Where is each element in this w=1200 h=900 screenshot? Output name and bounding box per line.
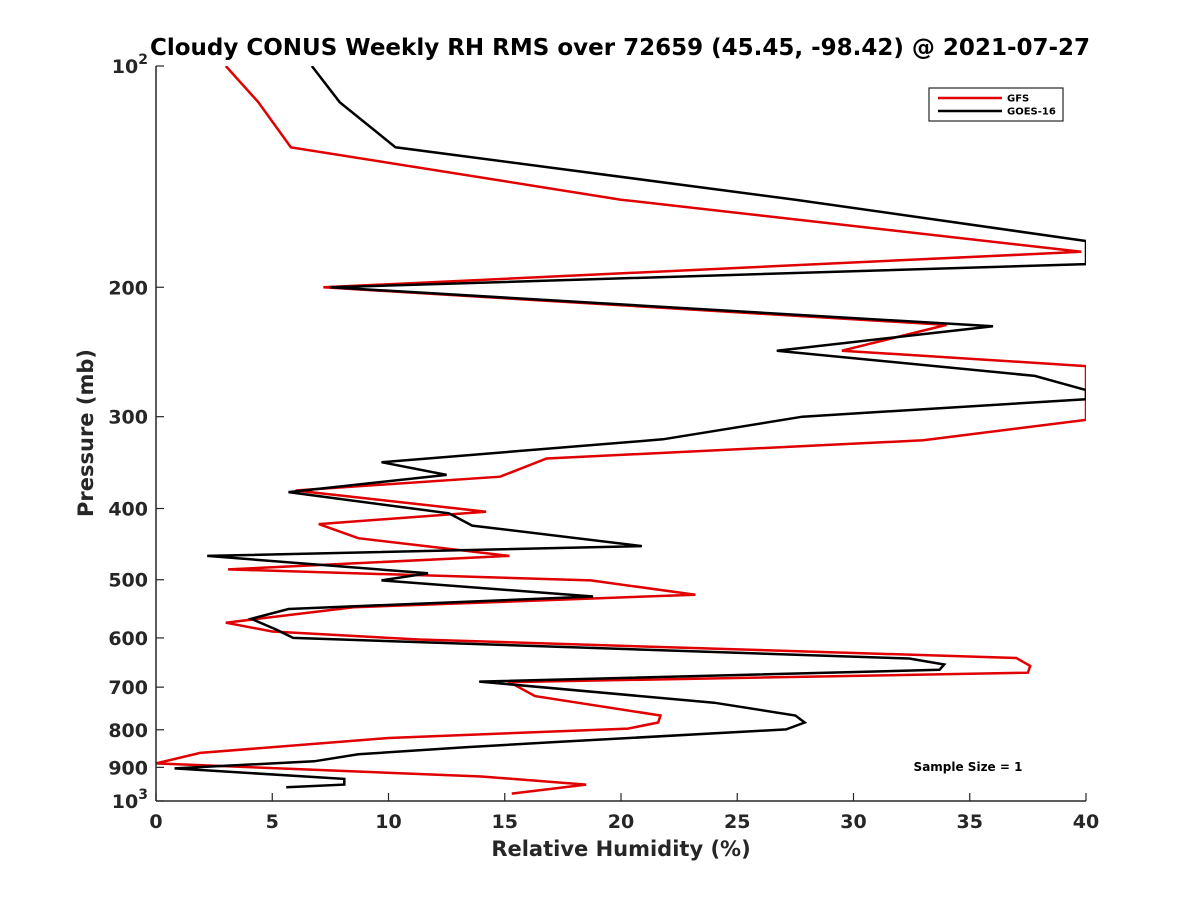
y-tick-label: 200 bbox=[108, 277, 148, 299]
x-ticks: 0 5 10 15 20 25 30 35 40 bbox=[149, 793, 1099, 833]
plot-area: 0 5 10 15 20 25 30 35 40 102 200 300 400 500 600 700 80… bbox=[108, 52, 1099, 833]
y-tick-label: 900 bbox=[108, 757, 148, 779]
y-tick-label: 102 bbox=[112, 52, 148, 78]
chart-title: Cloudy CONUS Weekly RH RMS over 72659 (4… bbox=[150, 35, 1090, 61]
legend: GFS GOES-16 bbox=[928, 87, 1064, 122]
y-tick-label: 700 bbox=[108, 677, 148, 699]
y-tick-label: 103 bbox=[112, 787, 148, 813]
x-tick-label: 35 bbox=[957, 811, 983, 833]
legend-label-goes16: GOES-16 bbox=[1007, 107, 1056, 118]
sample-size-annotation: Sample Size = 1 bbox=[914, 760, 1023, 774]
y-tick-label: 800 bbox=[108, 720, 148, 742]
y-axis-label: Pressure (mb) bbox=[74, 349, 98, 517]
legend-label-gfs: GFS bbox=[1007, 94, 1029, 105]
series-line-goes16 bbox=[174, 66, 1086, 789]
x-tick-label: 40 bbox=[1073, 811, 1099, 833]
x-axis-label: Relative Humidity (%) bbox=[491, 837, 750, 861]
x-tick-label: 30 bbox=[840, 811, 866, 833]
x-tick-label: 10 bbox=[375, 811, 401, 833]
series-layer bbox=[156, 66, 1086, 795]
x-tick-label: 0 bbox=[149, 811, 162, 833]
y-tick-label: 500 bbox=[108, 570, 148, 592]
y-tick-label: 300 bbox=[108, 407, 148, 429]
x-tick-label: 15 bbox=[492, 811, 518, 833]
y-tick-label: 600 bbox=[108, 628, 148, 650]
x-tick-label: 25 bbox=[724, 811, 750, 833]
legend-box bbox=[928, 87, 1064, 122]
x-tick-label: 5 bbox=[266, 811, 279, 833]
x-tick-label: 20 bbox=[608, 811, 634, 833]
y-tick-label: 400 bbox=[108, 499, 148, 521]
y-ticks: 102 200 300 400 500 600 700 800 900 103 bbox=[108, 52, 164, 813]
series-line-gfs bbox=[156, 66, 1086, 795]
